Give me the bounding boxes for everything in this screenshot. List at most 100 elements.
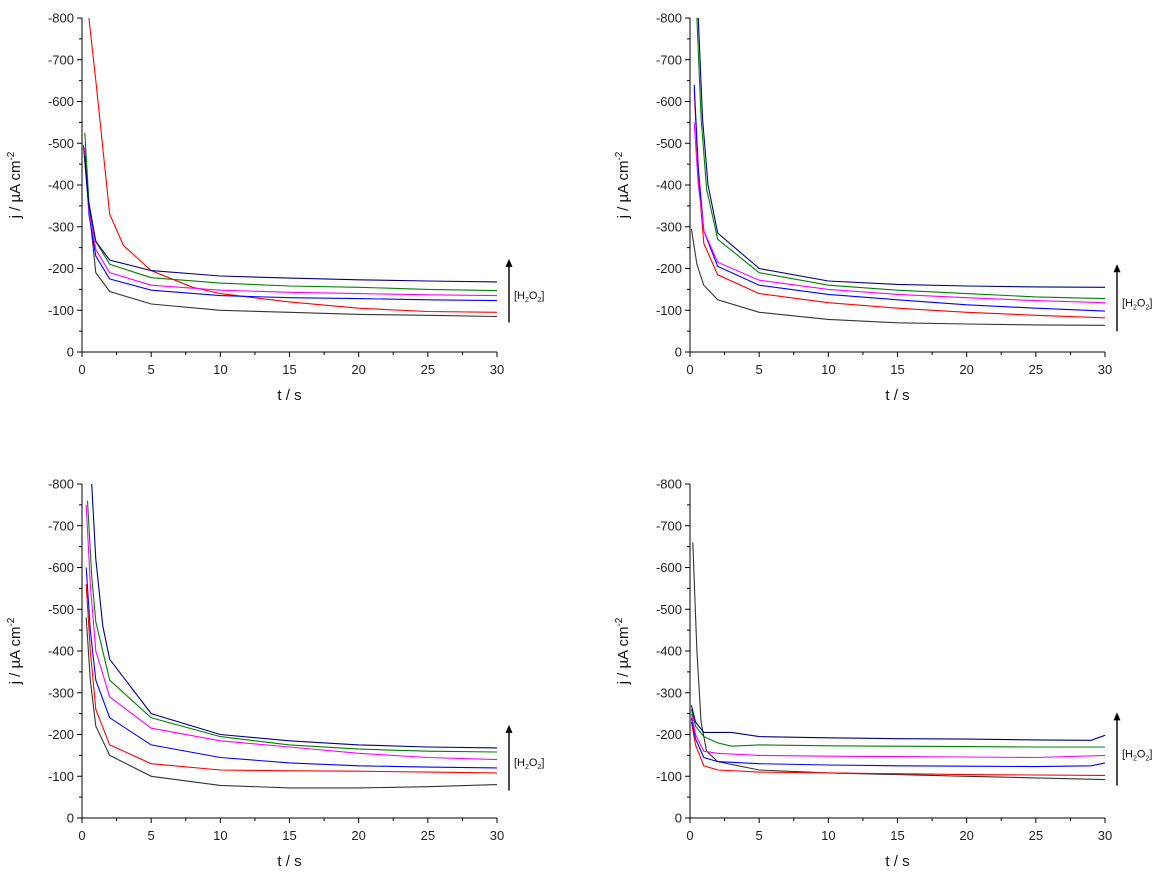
y-tick-label: -700: [656, 518, 682, 533]
y-tick-label: -700: [48, 52, 74, 67]
x-tick-label: 5: [756, 362, 763, 377]
x-tick-label: 25: [1029, 362, 1043, 377]
y-tick-label: -600: [48, 94, 74, 109]
chart-svg: 0 5 10 15 20 25 30 0 -100 -200 -300 -400 -500 -600 -70…: [6, 477, 544, 871]
y-tick-label: -100: [48, 769, 74, 784]
series-line-1: [88, 17, 498, 313]
series-line-6: [697, 17, 1106, 288]
x-tick-label: 30: [1098, 828, 1112, 843]
series-line-3: [693, 84, 1106, 312]
x-tick-label: 15: [890, 828, 904, 843]
x-tick-label: 15: [890, 362, 904, 377]
series-line-4: [690, 713, 1106, 759]
x-axis-title: t / s: [277, 387, 301, 404]
x-tick-label: 25: [421, 828, 435, 843]
y-axis-title: j / µA cm-2: [6, 617, 24, 685]
y-tick-label: -800: [656, 11, 682, 26]
series-line-3: [85, 567, 498, 769]
series-line-5: [696, 17, 1106, 300]
y-tick-label: -800: [656, 477, 682, 492]
x-tick-label: 10: [213, 362, 227, 377]
chart-panel-bottom-left: 0 5 10 15 20 25 30 0 -100 -200 -300 -400 -500 -600 -70…: [0, 466, 560, 881]
x-tick-label: 25: [421, 362, 435, 377]
series-line-4: [693, 122, 1106, 304]
series-line-2: [690, 721, 1106, 776]
series-line-3: [84, 151, 498, 302]
series-line-6: [84, 155, 498, 283]
x-axis-title: t / s: [885, 853, 909, 870]
y-tick-label: -700: [48, 518, 74, 533]
y-axis-title: j / µA cm-2: [614, 617, 632, 685]
x-tick-label: 30: [490, 362, 504, 377]
y-tick-label: -400: [656, 644, 682, 659]
y-tick-label: -200: [656, 727, 682, 742]
x-tick-label: 30: [1098, 362, 1112, 377]
series-line-3: [690, 717, 1106, 768]
series-line-1: [690, 228, 1106, 326]
y-tick-label: -700: [656, 52, 682, 67]
x-tick-label: 10: [821, 362, 835, 377]
y-tick-label: -400: [48, 178, 74, 193]
y-tick-label: -800: [48, 477, 74, 492]
h2o2-annotation: [H2O2]: [514, 757, 544, 771]
y-tick-label: -100: [656, 769, 682, 784]
y-axis-title: j / µA cm-2: [614, 151, 632, 219]
chart-panel-bottom-right: 0 5 10 15 20 25 30 0 -100 -200 -300 -400 -500 -600 -70…: [608, 466, 1168, 881]
x-tick-label: 10: [213, 828, 227, 843]
y-tick-label: -300: [48, 685, 74, 700]
x-tick-label: 0: [78, 362, 85, 377]
x-tick-label: 20: [351, 362, 365, 377]
y-tick-label: -500: [48, 136, 74, 151]
y-tick-label: 0: [675, 345, 682, 360]
y-tick-label: 0: [67, 345, 74, 360]
y-tick-label: -800: [48, 11, 74, 26]
x-tick-label: 25: [1029, 828, 1043, 843]
y-tick-label: -200: [48, 261, 74, 276]
chart-svg: 0 5 10 15 20 25 30 0 -100 -200 -300 -400 -500 -600 -70…: [614, 11, 1152, 405]
x-tick-label: 15: [282, 362, 296, 377]
x-axis-title: t / s: [885, 387, 909, 404]
y-tick-label: -100: [656, 303, 682, 318]
y-tick-label: -500: [656, 602, 682, 617]
trend-arrow-head: [1113, 712, 1121, 721]
y-tick-label: -600: [48, 560, 74, 575]
trend-arrow-head: [505, 258, 513, 267]
y-tick-label: -300: [656, 685, 682, 700]
h2o2-annotation: [H2O2]: [1122, 297, 1152, 311]
y-tick-label: -400: [48, 644, 74, 659]
series-line-6: [91, 483, 498, 749]
x-tick-label: 5: [148, 828, 155, 843]
y-tick-label: -600: [656, 94, 682, 109]
series-line-5: [86, 500, 498, 753]
x-tick-label: 20: [959, 362, 973, 377]
x-tick-label: 5: [148, 362, 155, 377]
y-tick-label: 0: [675, 811, 682, 826]
x-tick-label: 0: [78, 828, 85, 843]
x-tick-label: 0: [686, 828, 693, 843]
x-tick-label: 0: [686, 362, 693, 377]
x-tick-label: 20: [351, 828, 365, 843]
h2o2-annotation: [H2O2]: [1122, 748, 1152, 762]
series-line-2: [82, 145, 498, 318]
y-tick-label: -300: [656, 219, 682, 234]
x-tick-label: 5: [756, 828, 763, 843]
x-tick-label: 15: [282, 828, 296, 843]
chart-panel-top-right: 0 5 10 15 20 25 30 0 -100 -200 -300 -400 -500 -600 -70…: [608, 0, 1168, 415]
series-line-4: [84, 147, 498, 297]
series-line-1: [85, 617, 498, 789]
series-line-2: [85, 584, 498, 774]
y-axis-title: j / µA cm-2: [6, 151, 24, 219]
series-line-4: [85, 504, 498, 761]
y-tick-label: -200: [656, 261, 682, 276]
chart-svg: 0 5 10 15 20 25 30 0 -100 -200 -300 -400 -500 -600 -70…: [614, 477, 1152, 871]
y-tick-label: -400: [656, 178, 682, 193]
y-tick-label: -600: [656, 560, 682, 575]
trend-arrow-head: [1113, 264, 1121, 273]
chart-svg: 0 5 10 15 20 25 30 0 -100 -200 -300 -400 -500 -600 -70…: [6, 11, 544, 405]
x-axis-title: t / s: [277, 853, 301, 870]
series-line-5: [690, 709, 1105, 748]
y-tick-label: -300: [48, 219, 74, 234]
y-tick-label: -200: [48, 727, 74, 742]
y-tick-label: -100: [48, 303, 74, 318]
series-line-1: [692, 542, 1106, 781]
